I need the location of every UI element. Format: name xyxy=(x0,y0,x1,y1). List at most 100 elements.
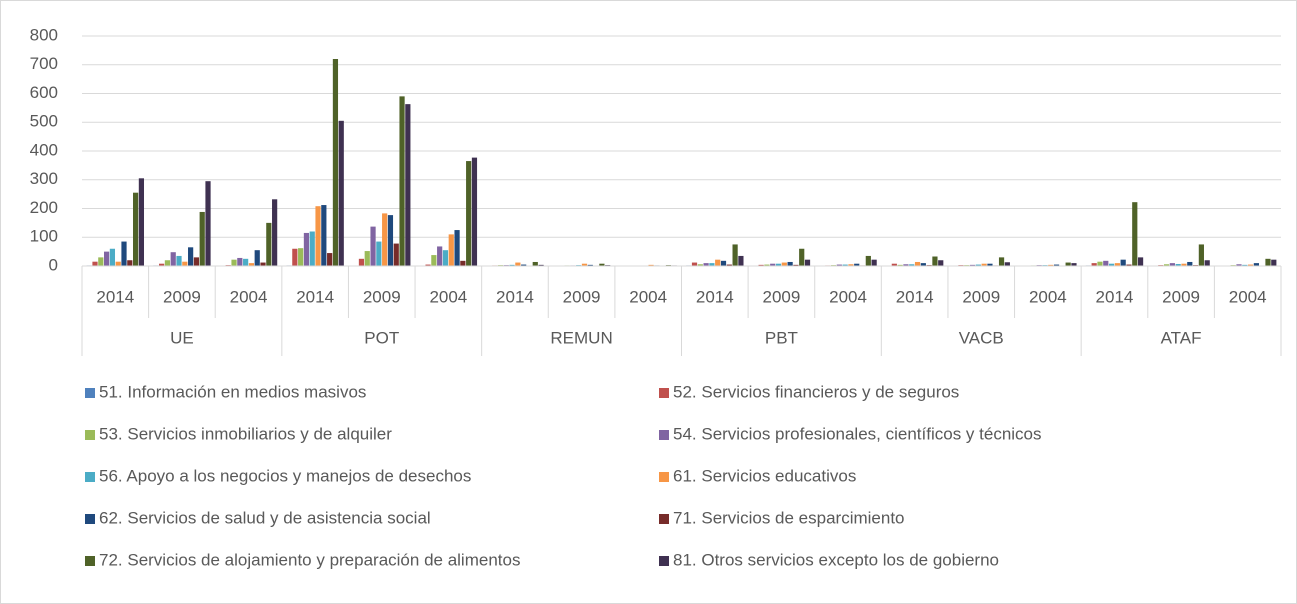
group-label: POT xyxy=(364,328,399,347)
bar xyxy=(1247,264,1254,266)
y-tick-label: 700 xyxy=(30,54,58,73)
legend-swatch xyxy=(85,430,95,440)
bar xyxy=(987,263,993,266)
bar xyxy=(338,120,344,266)
bar xyxy=(243,258,249,266)
bar xyxy=(138,178,145,266)
bar xyxy=(770,263,776,266)
bar xyxy=(1126,264,1132,266)
bar xyxy=(532,261,538,266)
legend-swatch xyxy=(85,388,95,398)
bar xyxy=(697,264,703,266)
bar xyxy=(1097,261,1103,266)
legend-label: 56. Apoyo a los negocios y manejos de de… xyxy=(99,466,471,485)
bar xyxy=(448,234,454,266)
bar xyxy=(1175,263,1181,266)
bar xyxy=(891,263,897,266)
bar xyxy=(1204,260,1210,266)
bar xyxy=(897,264,903,266)
bar xyxy=(442,250,449,266)
bar xyxy=(865,255,871,266)
bar xyxy=(205,181,211,266)
bar xyxy=(309,231,315,266)
x-tick-label: 2014 xyxy=(496,287,534,306)
bar xyxy=(382,213,388,266)
bar xyxy=(903,264,909,266)
bar xyxy=(793,264,799,266)
x-tick-label: 2004 xyxy=(1229,287,1267,306)
legend-label: 54. Servicios profesionales, científicos… xyxy=(673,424,1042,443)
bar xyxy=(738,255,744,266)
bar xyxy=(109,248,116,266)
x-tick-label: 2004 xyxy=(629,287,667,306)
bar xyxy=(188,247,194,266)
bar xyxy=(1169,263,1175,266)
bar xyxy=(799,248,805,266)
bar xyxy=(1120,259,1126,266)
y-tick-label: 0 xyxy=(49,255,58,274)
bar xyxy=(266,222,272,266)
bar xyxy=(914,261,921,266)
bar xyxy=(1071,263,1077,266)
x-tick-label: 2004 xyxy=(1029,287,1067,306)
x-tick-label: 2014 xyxy=(696,287,734,306)
y-tick-label: 200 xyxy=(30,198,58,217)
x-tick-label: 2014 xyxy=(1096,287,1134,306)
y-tick-label: 400 xyxy=(30,140,58,159)
x-tick-label: 2004 xyxy=(829,287,867,306)
bar xyxy=(327,253,333,266)
bar xyxy=(121,241,127,266)
bar xyxy=(538,264,544,266)
x-tick-label: 2009 xyxy=(1162,287,1200,306)
bar xyxy=(471,157,478,266)
bar xyxy=(1242,264,1248,266)
bar xyxy=(1048,264,1054,266)
x-tick-label: 2009 xyxy=(163,287,201,306)
x-tick-label: 2009 xyxy=(763,287,801,306)
bar xyxy=(370,226,376,266)
bar xyxy=(176,255,182,266)
x-tick-label: 2014 xyxy=(896,287,934,306)
bar xyxy=(399,96,405,266)
bar xyxy=(715,259,721,266)
bar xyxy=(709,263,715,266)
bar xyxy=(938,260,944,266)
legend-label: 51. Información en medios masivos xyxy=(99,382,366,401)
bar xyxy=(871,259,877,266)
bar xyxy=(303,232,310,266)
bar xyxy=(920,263,926,266)
y-tick-label: 500 xyxy=(30,112,58,131)
bar xyxy=(981,263,987,266)
bar xyxy=(237,257,243,266)
bar xyxy=(164,260,171,266)
group-label: REMUN xyxy=(550,328,612,347)
legend-label: 71. Servicios de esparcimiento xyxy=(673,508,905,527)
legend-swatch xyxy=(85,556,95,566)
legend-swatch xyxy=(85,514,95,524)
bar xyxy=(848,264,854,266)
bar xyxy=(1132,202,1138,266)
bar xyxy=(787,261,793,266)
bar xyxy=(932,256,938,266)
bar xyxy=(758,264,764,266)
y-tick-label: 300 xyxy=(30,169,58,188)
bar xyxy=(460,260,466,266)
bar xyxy=(1103,260,1109,266)
bar xyxy=(431,255,437,266)
bar xyxy=(599,263,605,266)
x-tick-label: 2009 xyxy=(363,287,401,306)
bar xyxy=(292,248,298,266)
bar xyxy=(104,251,110,266)
legend-label: 72. Servicios de alojamiento y preparaci… xyxy=(99,550,520,569)
bar xyxy=(405,104,411,266)
legend-label: 62. Servicios de salud y de asistencia s… xyxy=(99,508,431,527)
bar xyxy=(437,246,443,266)
bar xyxy=(393,243,399,266)
y-tick-label: 600 xyxy=(30,83,58,102)
legend-swatch xyxy=(659,430,669,440)
bar xyxy=(454,230,460,266)
bar xyxy=(425,264,431,266)
legend-swatch xyxy=(659,556,669,566)
